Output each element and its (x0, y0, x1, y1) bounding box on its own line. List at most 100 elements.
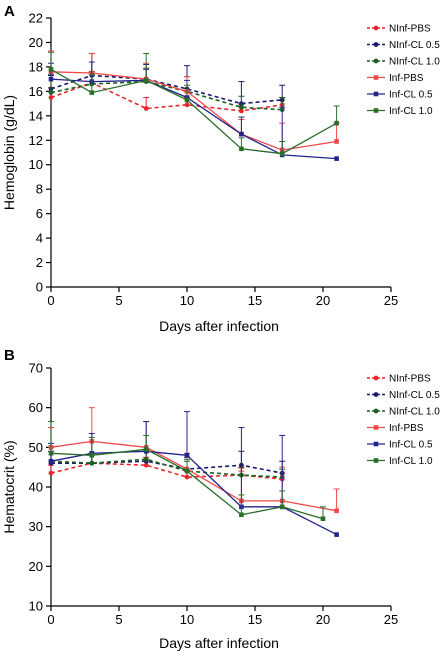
data-point (48, 95, 54, 100)
legend-item: Inf-PBS (367, 423, 424, 434)
y-tick-label: 30 (29, 519, 43, 534)
legend-item: Inf-CL 0.5 (367, 440, 433, 451)
legend-label: Inf-CL 1.0 (389, 106, 433, 117)
legend-label: NInf-CL 1.0 (389, 57, 440, 68)
x-tick-label: 5 (115, 293, 122, 308)
data-point (239, 108, 244, 114)
data-point (48, 76, 54, 82)
y-tick-label: 20 (29, 35, 43, 50)
legend-item: NInf-PBS (367, 24, 431, 35)
data-point (48, 90, 54, 95)
data-point (89, 460, 95, 466)
data-point (48, 67, 54, 72)
legend-label: NInf-CL 0.5 (389, 390, 440, 401)
x-tick-label: 15 (248, 293, 262, 308)
x-tick-label: 0 (47, 612, 54, 627)
legend-label: Inf-PBS (389, 73, 424, 84)
legend-label: Inf-CL 0.5 (389, 90, 433, 101)
data-point (334, 156, 339, 161)
legend-marker (373, 91, 379, 97)
legend-item: NInf-CL 1.0 (367, 407, 440, 418)
y-tick-label: 16 (29, 84, 43, 99)
y-tick-label: 8 (36, 182, 43, 197)
data-point (239, 131, 244, 137)
legend-marker (373, 375, 379, 381)
data-point (143, 447, 149, 452)
legend-label: NInf-PBS (389, 24, 431, 35)
legend-item: Inf-PBS (367, 73, 424, 84)
data-point (184, 452, 190, 458)
data-point (184, 102, 190, 108)
x-tick-label: 20 (316, 293, 330, 308)
legend-item: NInf-PBS (367, 374, 431, 385)
y-tick-label: 12 (29, 133, 43, 148)
legend-label: Inf-PBS (389, 423, 424, 434)
legend-marker (373, 25, 379, 31)
legend-label: NInf-CL 1.0 (389, 407, 440, 418)
data-point (143, 462, 149, 468)
x-tick-label: 25 (384, 612, 398, 627)
data-point (143, 78, 149, 83)
x-axis-title: Days after infection (159, 635, 279, 651)
series-ninf-cl-1-0 (48, 446, 286, 480)
y-tick-label: 0 (36, 280, 43, 295)
x-tick-label: 10 (180, 293, 194, 308)
series-ninf-cl-0-5 (48, 52, 286, 106)
y-tick-label: 10 (29, 157, 43, 172)
data-point (334, 120, 339, 126)
y-tick-label: 60 (29, 400, 43, 415)
data-point (143, 456, 149, 462)
y-tick-label: 4 (36, 231, 43, 246)
legend-item: Inf-CL 0.5 (367, 90, 433, 101)
legend-marker (373, 42, 379, 47)
data-point (89, 452, 95, 458)
legend-marker (373, 58, 379, 64)
x-axis-title: Days after infection (159, 318, 279, 334)
series-ninf-pbs (48, 71, 286, 114)
y-tick-label: 22 (29, 11, 43, 26)
x-tick-label: 10 (180, 612, 194, 627)
legend-item: NInf-CL 0.5 (367, 40, 440, 51)
legend-marker (373, 75, 379, 80)
panel-letter: B (4, 347, 15, 364)
data-point (279, 504, 285, 510)
data-point (279, 151, 285, 157)
data-point (334, 508, 339, 514)
legend-marker (373, 108, 379, 113)
legend-item: Inf-CL 1.0 (367, 106, 433, 117)
x-tick-label: 5 (115, 612, 122, 627)
x-tick-label: 15 (248, 612, 262, 627)
y-tick-label: 10 (29, 599, 43, 614)
data-point (48, 450, 54, 456)
series-line (50, 458, 283, 478)
data-point (89, 90, 95, 95)
data-point (239, 104, 244, 110)
data-point (334, 139, 339, 144)
x-tick-label: 0 (47, 293, 54, 308)
legend-item: Inf-CL 1.0 (367, 456, 433, 467)
legend-item: NInf-CL 1.0 (367, 57, 440, 68)
panel-letter: A (4, 3, 15, 20)
y-tick-label: 2 (36, 255, 43, 270)
legend-label: NInf-CL 0.5 (389, 40, 440, 51)
data-point (239, 512, 244, 518)
data-point (184, 97, 190, 103)
y-tick-label: 20 (29, 559, 43, 574)
data-point (184, 474, 190, 480)
y-tick-label: 70 (29, 361, 43, 376)
legend-label: Inf-CL 1.0 (389, 456, 433, 467)
data-point (320, 516, 326, 522)
x-tick-label: 20 (316, 612, 330, 627)
series-line (50, 74, 283, 105)
data-point (184, 468, 190, 474)
y-axis-title: Hemoglobin (g/dL) (1, 95, 17, 210)
y-tick-label: 14 (29, 108, 43, 123)
data-point (48, 458, 54, 464)
legend-marker (373, 392, 379, 397)
y-tick-label: 50 (29, 440, 43, 455)
legend-label: NInf-PBS (389, 374, 431, 385)
legend: NInf-PBS NInf-CL 0.5 NInf-CL 1.0 Inf-PBS Inf… (367, 24, 440, 117)
legend-marker (373, 408, 379, 414)
series-line (51, 460, 283, 474)
data-point (239, 146, 244, 152)
